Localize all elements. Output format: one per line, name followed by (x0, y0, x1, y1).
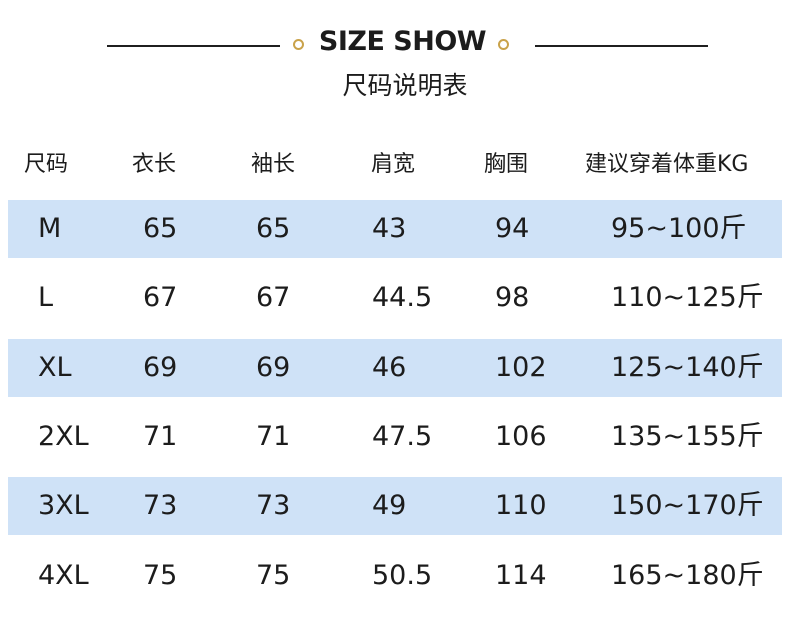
shoulder-cell: 50.5 (372, 560, 433, 591)
length-cell: 75 (143, 560, 178, 591)
weight-cell: 150~170斤 (611, 490, 764, 521)
table-row: 3XL 73 73 49 110 150~170斤 (8, 477, 782, 535)
table-row: XL 69 69 46 102 125~140斤 (8, 339, 782, 397)
chest-cell: 114 (495, 560, 547, 591)
length-cell: 71 (143, 421, 178, 452)
size-cell: XL (38, 352, 72, 383)
chest-cell: 94 (495, 213, 530, 244)
size-cell: M (38, 213, 62, 244)
table-row: L 67 67 44.5 98 110~125斤 (8, 269, 782, 327)
circle-ornament-icon (498, 39, 509, 50)
column-header-length: 衣长 (132, 152, 177, 177)
title-rule-left (107, 45, 280, 47)
table-row: M 65 65 43 94 95~100斤 (8, 200, 782, 258)
size-cell: L (38, 282, 54, 313)
chest-cell: 98 (495, 282, 530, 313)
table-row: 2XL 71 71 47.5 106 135~155斤 (8, 408, 782, 466)
shoulder-cell: 46 (372, 352, 407, 383)
column-header-shoulder: 肩宽 (371, 152, 416, 177)
page-subtitle: 尺码说明表 (342, 71, 468, 100)
sleeve-cell: 71 (256, 421, 291, 452)
shoulder-cell: 49 (372, 490, 407, 521)
weight-cell: 135~155斤 (611, 421, 764, 452)
shoulder-cell: 47.5 (372, 421, 433, 452)
size-cell: 4XL (38, 560, 89, 591)
weight-cell: 165~180斤 (611, 560, 764, 591)
page-title: SIZE SHOW (318, 26, 487, 57)
shoulder-cell: 43 (372, 213, 407, 244)
size-cell: 2XL (38, 421, 89, 452)
weight-cell: 125~140斤 (611, 352, 764, 383)
length-cell: 73 (143, 490, 178, 521)
sleeve-cell: 75 (256, 560, 291, 591)
length-cell: 67 (143, 282, 178, 313)
chest-cell: 102 (495, 352, 547, 383)
chest-cell: 110 (495, 490, 547, 521)
sleeve-cell: 67 (256, 282, 291, 313)
weight-cell: 110~125斤 (611, 282, 764, 313)
sleeve-cell: 69 (256, 352, 291, 383)
sleeve-cell: 65 (256, 213, 291, 244)
shoulder-cell: 44.5 (372, 282, 433, 313)
chest-cell: 106 (495, 421, 547, 452)
column-header-sleeve: 袖长 (251, 152, 296, 177)
column-header-size: 尺码 (24, 152, 69, 177)
title-rule-right (535, 45, 708, 47)
size-cell: 3XL (38, 490, 89, 521)
column-header-weight: 建议穿着体重KG (585, 152, 749, 177)
sleeve-cell: 73 (256, 490, 291, 521)
circle-ornament-icon (293, 39, 304, 50)
length-cell: 69 (143, 352, 178, 383)
column-header-chest: 胸围 (484, 152, 529, 177)
table-row: 4XL 75 75 50.5 114 165~180斤 (8, 547, 782, 605)
weight-cell: 95~100斤 (611, 213, 747, 244)
length-cell: 65 (143, 213, 178, 244)
